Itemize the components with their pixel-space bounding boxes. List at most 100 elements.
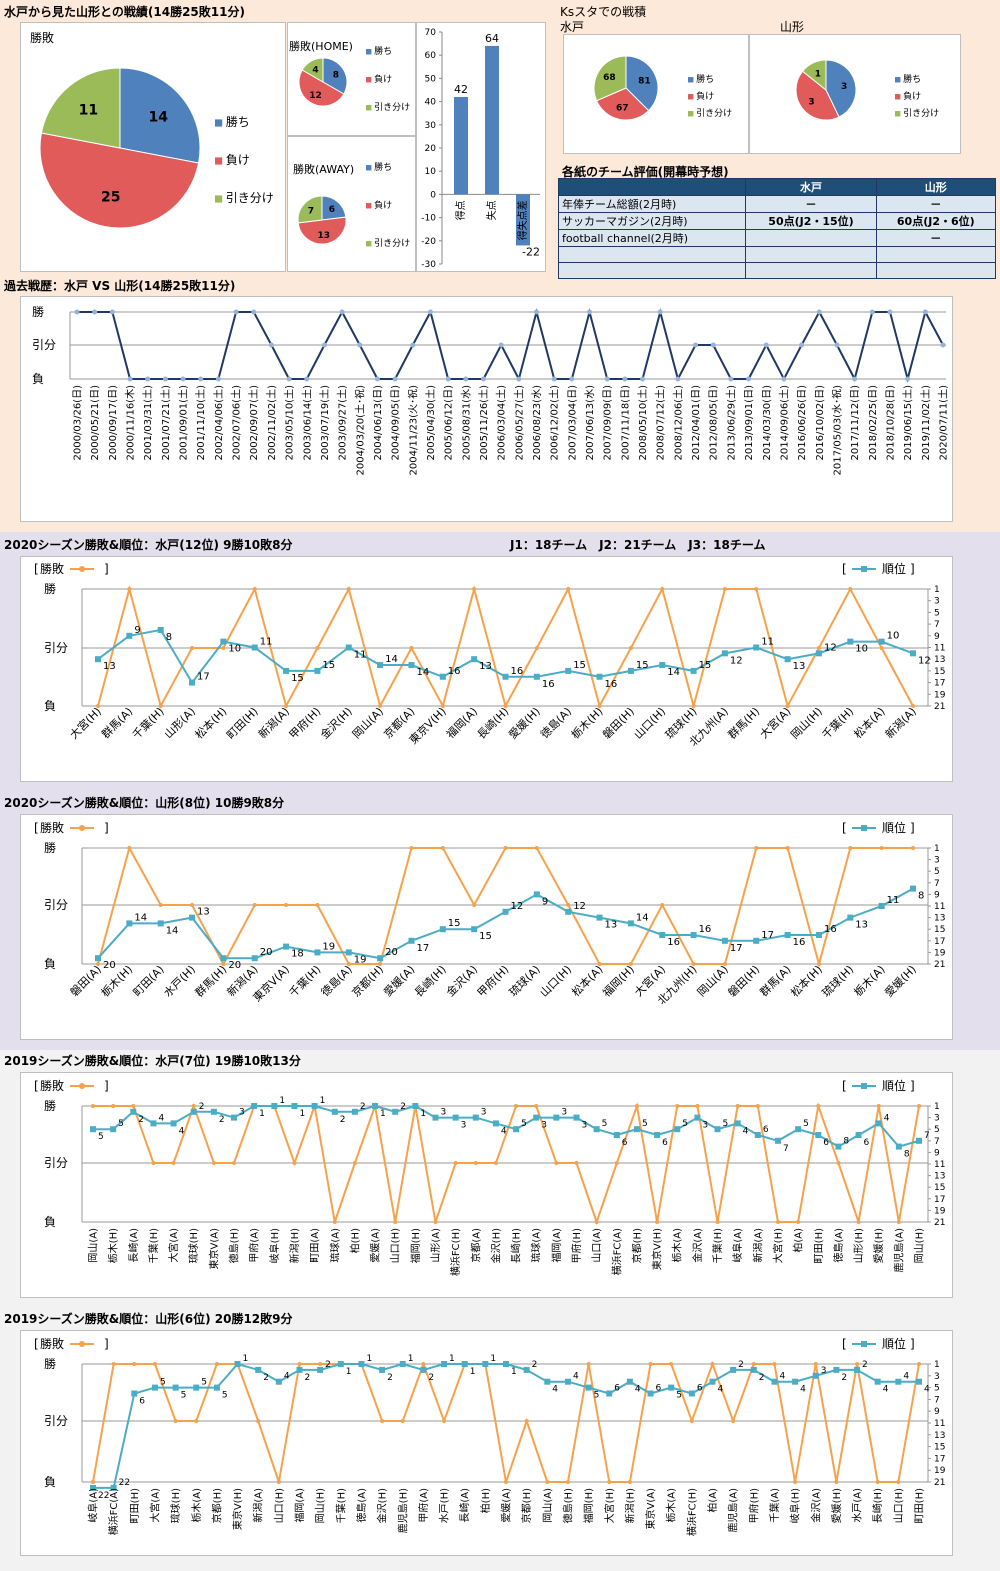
home-pie-slice-2 [298, 69, 345, 107]
mito-2020-rank-data-label: 8 [166, 632, 172, 643]
history-result-line [77, 308, 944, 383]
mito-2019-rank-point [110, 1126, 117, 1133]
history-result-point [693, 342, 699, 348]
yamagata-2019-result-point [834, 1480, 839, 1484]
yamagata-2019-rank-data-label: 4 [718, 1385, 724, 1395]
mito-2020-rank-data-label: 12 [824, 642, 837, 653]
history-category-label: 2004/03/20(土･祝) [353, 385, 366, 476]
mito-2019-rank-data-label: 6 [622, 1138, 628, 1148]
yamagata-2020-rank-point [753, 937, 760, 944]
history-category-label: 2007/09/09(日) [603, 385, 614, 461]
mito-2020-result-point [597, 704, 602, 708]
yamagata-2020-rank-tick-label: 19 [934, 948, 946, 958]
mito-2020-rank-data-label: 12 [918, 655, 931, 666]
mito-2020-result-point [252, 587, 257, 591]
mito-2019-rank-data-label: 8 [843, 1137, 849, 1147]
history-category-label: 2002/09/07(土) [247, 385, 260, 461]
table-header-row: 水戸 山形 [557, 178, 997, 196]
yamagata-2019-result-point [772, 1362, 777, 1366]
mito-2020-result-point [409, 646, 414, 650]
mito-2020-rank-point [784, 656, 791, 663]
mito-2020-result-point [158, 704, 163, 708]
yamagata-2020-category-label: 山口(H) [537, 963, 574, 1000]
history-category-label: 2019/06/15(土) [901, 385, 914, 461]
yamagata-2020-rank-point [439, 926, 446, 933]
yamagata-2020-rank-point [157, 920, 164, 927]
overall-pie-data-label: 25 [101, 190, 120, 206]
chart-title-mito-2019: 2019シーズン勝敗&順位：水戸(7位) 19勝10敗13分 [4, 1054, 301, 1068]
mito-2020-rank-tick-label: 13 [934, 655, 945, 665]
away-pie-data-label: 6 [329, 205, 335, 215]
history-result-point [604, 376, 610, 382]
mito-2020-rank-point [408, 662, 415, 669]
yamagata-2019-rank-point [275, 1378, 282, 1385]
yamagata-2019-rank-point [441, 1361, 448, 1367]
mito-2019-category-label: 大宮(H) [771, 1228, 784, 1263]
yamagata-2019-result-point [731, 1419, 736, 1423]
yamagata-2019-rank-data-label: 6 [139, 1397, 145, 1407]
bar-ytick-label: -30 [421, 260, 436, 270]
history-result-point [445, 376, 451, 382]
yamagata-2020-rank-point [283, 943, 290, 950]
mito-2019-category-label: 新潟(A) [751, 1228, 764, 1263]
mito-2019-result-point [554, 1161, 559, 1165]
history-result-point [657, 309, 663, 315]
history-category-label: 2018/02/25(日) [868, 385, 879, 461]
mito-2020-category-label: 大宮(A) [757, 704, 794, 741]
mito-2020-rank-data-label: 13 [479, 661, 492, 672]
mito-2019-rank-tick-label: 5 [934, 1125, 940, 1135]
mito-2020-rank-point [126, 632, 133, 639]
bar-data-label: 64 [485, 32, 499, 45]
history-result-point [940, 342, 946, 348]
mito-2019-rank-point [251, 1103, 258, 1109]
mito-2019-result-point [91, 1104, 95, 1108]
yamagata-2019-result-point [813, 1362, 818, 1366]
ks-yamagata-pie-legend-swatch [895, 94, 901, 100]
yamagata-2019-rank-point [461, 1361, 468, 1367]
yamagata-2020-result-point [315, 903, 320, 907]
mito-2020-rank-point [659, 662, 666, 669]
yamagata-2019-y-label: 引分 [44, 1414, 68, 1428]
mito-2019-category-label: 鹿児島(A) [892, 1228, 905, 1273]
yamagata-2020-rank-tick-label: 13 [934, 914, 945, 924]
history-result-point [127, 376, 133, 382]
yamagata-2019-legend-result-close: ] [104, 1337, 109, 1351]
yamagata-2019-legend-rank-text: 順位 [882, 1336, 906, 1351]
mito-2020-panel [20, 556, 953, 782]
mito-2020-rank-point [377, 662, 384, 669]
mito-2020-rank-data-label: 15 [322, 660, 335, 671]
yamagata-2019-category-label: 長崎(A) [458, 1488, 471, 1523]
yamagata-2019-result-point [442, 1419, 447, 1423]
away-pie-legend-entry: 勝ち [374, 161, 392, 173]
yamagata-2019-result-point [297, 1362, 302, 1366]
ks-mito-pie-legend-swatch [688, 111, 694, 117]
mito-2020-result-point [660, 587, 665, 591]
mito-2019-category-label: 岡山(A) [88, 1228, 100, 1263]
mito-2019-legend-rank-close: ] [910, 1079, 915, 1093]
ks-yamagata-pie-data-label: 3 [841, 82, 847, 92]
yamagata-2019-category-label: 長崎(H) [871, 1488, 884, 1523]
yamagata-2019-category-label: 栃木(A) [665, 1488, 678, 1523]
mito-2019-category-label: 福岡(A) [550, 1228, 563, 1263]
yamagata-2019-result-point [917, 1362, 921, 1366]
yamagata-2019-result-point [607, 1480, 612, 1484]
yamagata-2019-category-label: 大宮(H) [603, 1488, 616, 1523]
mito-2020-category-label: 千葉(H) [129, 704, 166, 741]
mito-2020-rank-point [565, 667, 572, 674]
yamagata-2020-rank-point [502, 908, 509, 915]
mito-2020-rank-data-label: 11 [761, 637, 774, 648]
yamagata-2020-result-point [378, 962, 383, 966]
mito-2019-category-label: 甲府(H) [570, 1228, 583, 1263]
yamagata-2019-rank-point [110, 1484, 117, 1491]
away-pie-legend-entry: 引き分け [374, 238, 410, 249]
mito-2019-result-line [93, 1102, 920, 1226]
mito-2019-rank-data-label: 5 [98, 1132, 104, 1142]
yamagata-2019-category-label: 岡山(A) [542, 1488, 554, 1523]
mito-2020-legend-result-marker [79, 566, 85, 572]
bar-ytick-label: 50 [425, 74, 437, 84]
mito-2019-rank-point [895, 1143, 902, 1150]
mito-2019-rank-tick-label: 11 [934, 1160, 945, 1170]
mito-2019-rank-data-label: 6 [662, 1138, 668, 1148]
mito-2019-rank-point [815, 1132, 822, 1138]
mito-2020-category-label: 新潟(A) [882, 704, 919, 741]
